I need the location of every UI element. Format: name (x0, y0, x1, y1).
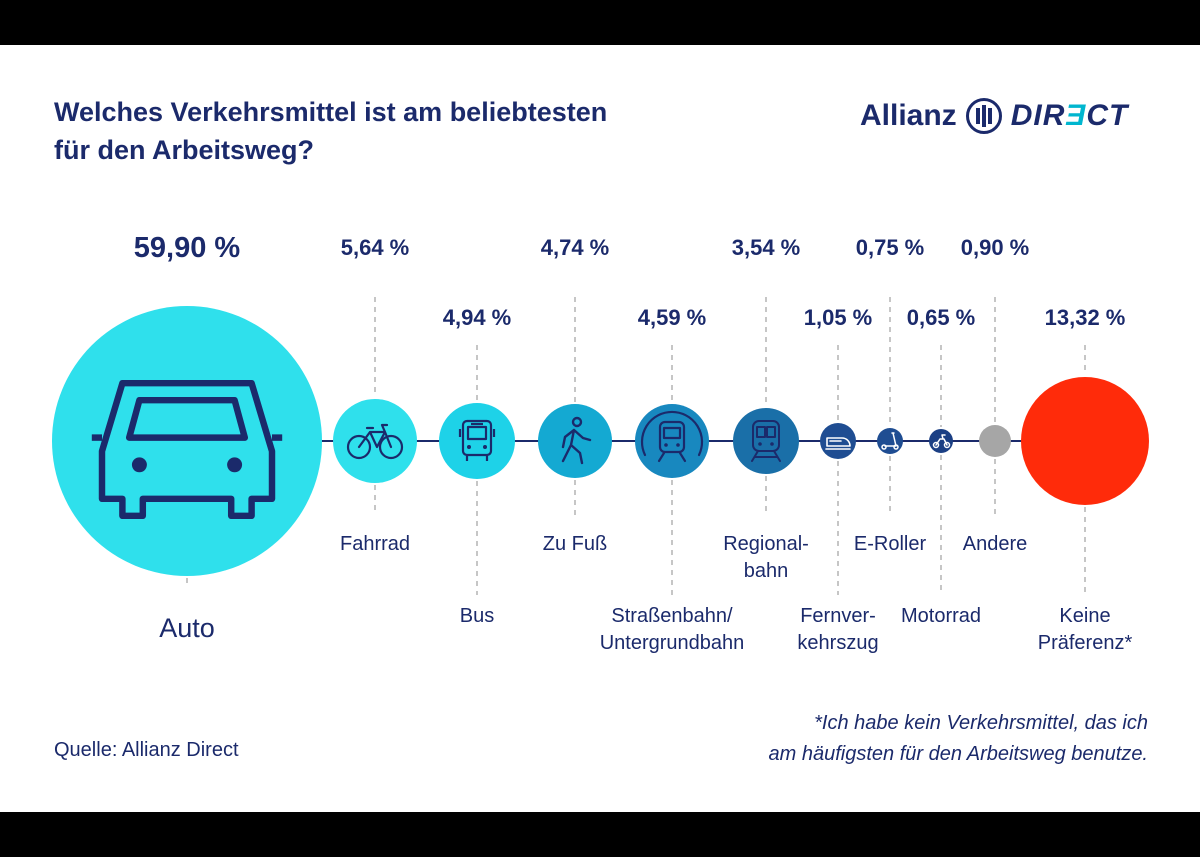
regional-train-icon (751, 420, 781, 462)
value-label-11: 13,32 % (1045, 305, 1126, 330)
logo-direct-pre: DIR (1010, 99, 1066, 132)
logo-direct-post: CT (1086, 99, 1129, 132)
value-label-3: 4,94 % (443, 305, 512, 330)
car-icon (91, 379, 283, 520)
category-label-5-line-1: Straßenbahn/ (611, 605, 733, 627)
high-speed-train-icon (825, 437, 851, 450)
category-label-10-line-1: Andere (963, 533, 1028, 555)
category-label-7-line-2: kehrszug (797, 632, 878, 654)
e-scooter-icon (881, 432, 899, 450)
category-label-1-line-1: Auto (159, 613, 215, 643)
category-label-6-line-2: bahn (744, 560, 789, 582)
value-label-6: 3,54 % (732, 235, 801, 260)
category-label-8-line-1: E-Roller (854, 533, 927, 555)
bubble-9 (929, 429, 953, 453)
subway-icon (640, 410, 704, 463)
category-label-11-line-1: Keine (1059, 605, 1110, 627)
bubble-3 (439, 403, 515, 479)
value-label-5: 4,59 % (638, 305, 707, 330)
walking-icon (561, 416, 592, 465)
category-label-6-line-1: Regional- (723, 533, 809, 555)
value-label-9: 0,65 % (907, 305, 976, 330)
footnote-line-2: am häufigsten für den Arbeitsweg benutze… (768, 743, 1149, 765)
title-line-2: für den Arbeitsweg? (54, 135, 315, 165)
chart-title: Welches Verkehrsmittel ist am beliebtest… (54, 93, 734, 169)
value-label-10: 0,90 % (961, 235, 1030, 260)
value-label-7: 1,05 % (804, 305, 873, 330)
category-label-7-line-1: Fernver- (800, 605, 876, 627)
category-label-3-line-1: Bus (460, 605, 494, 627)
value-label-4: 4,74 % (541, 235, 610, 260)
bus-icon (458, 419, 496, 461)
bubble-6 (733, 408, 799, 474)
bubble-4 (538, 404, 612, 478)
bubble-1 (52, 306, 322, 576)
value-label-1: 59,90 % (134, 232, 241, 264)
bubble-8 (877, 428, 903, 454)
bubble-10 (979, 425, 1011, 457)
allianz-emblem-icon (965, 98, 1002, 134)
category-label-11-line-2: Präferenz* (1038, 632, 1133, 654)
bicycle-icon (346, 423, 404, 460)
title-line-1: Welches Verkehrsmittel ist am beliebtest… (54, 97, 608, 127)
bubble-5 (635, 404, 709, 478)
bubble-11 (1021, 377, 1149, 505)
value-label-8: 0,75 % (856, 235, 925, 260)
category-label-2-line-1: Fahrrad (340, 533, 410, 555)
allianz-direct-logo: Allianz DIRƎCT (860, 97, 1128, 135)
logo-brand: Allianz (860, 99, 957, 132)
footnote: *Ich habe kein Verkehrsmittel, das ich a… (769, 708, 1149, 770)
motorcycle-icon (932, 434, 951, 449)
logo-direct-accent: Ǝ (1065, 99, 1087, 132)
category-label-9-line-1: Motorrad (901, 605, 981, 627)
logo-direct: DIRƎCT (1011, 99, 1129, 133)
infographic: Welches Verkehrsmittel ist am beliebtest… (0, 45, 1200, 812)
footnote-line-1: *Ich habe kein Verkehrsmittel, das ich (814, 712, 1148, 734)
category-label-4-line-1: Zu Fuß (543, 533, 607, 555)
bubble-chart: 59,90 % Auto 5,64 % Fahrrad 4,94 % Bus 4,74 % Z… (52, 232, 1149, 654)
category-label-5-line-2: Untergrundbahn (600, 632, 745, 654)
value-label-2: 5,64 % (341, 235, 410, 260)
source-note: Quelle: Allianz Direct (54, 739, 239, 761)
